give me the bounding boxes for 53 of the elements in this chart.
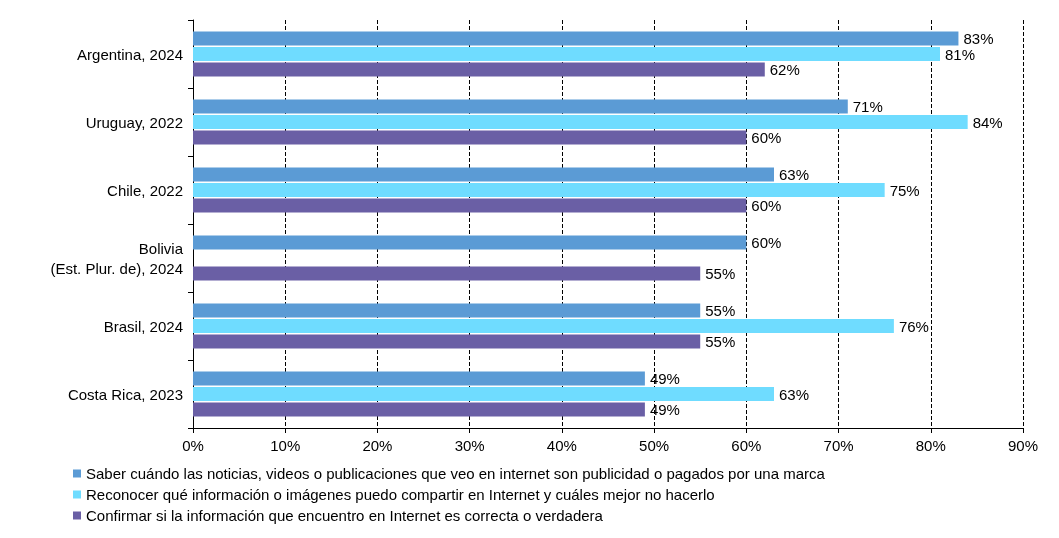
x-tick-label: 20% [362, 437, 393, 454]
bar [193, 31, 959, 46]
data-label: 55% [705, 302, 736, 320]
bar [193, 62, 765, 77]
y-tick-label: Uruguay, 2022 [85, 113, 183, 131]
x-tick-label: 50% [639, 437, 670, 454]
data-label: 63% [779, 166, 810, 184]
x-tick-label: 40% [546, 437, 577, 454]
data-label: 76% [898, 317, 929, 335]
bar [193, 167, 774, 182]
data-label: 55% [705, 332, 736, 350]
data-label: 71% [852, 98, 883, 116]
bar [193, 387, 774, 401]
data-label: 49% [649, 370, 680, 388]
bar [193, 235, 747, 250]
y-tick-label: Bolivia (Est. Plur. de), 2024 [50, 239, 184, 277]
x-tick-label: 90% [1007, 437, 1039, 454]
bar [193, 334, 701, 349]
y-tick-label: Chile, 2022 [107, 181, 183, 199]
bar [193, 402, 645, 417]
bar [193, 99, 848, 114]
legend-label: Saber cuándo las noticias, videos o publicaciones que veo en internet son publicidad o pagados por una marca [86, 465, 826, 482]
y-tick-label: Argentina, 2024 [77, 45, 183, 63]
data-label: 55% [705, 264, 736, 282]
bar [193, 198, 747, 213]
x-tick-label: 80% [915, 437, 946, 454]
data-label: 60% [751, 234, 782, 252]
x-tick-label: 60% [731, 437, 762, 454]
x-tick-label: 30% [454, 437, 485, 454]
legend-label: Reconocer qué información o imágenes puedo compartir en Internet y cuáles mejor no hacerlo [86, 486, 715, 503]
y-tick-label: Brasil, 2024 [103, 317, 183, 335]
bar [193, 319, 894, 333]
x-tick-label: 0% [182, 437, 204, 454]
data-label: 63% [779, 385, 810, 403]
data-label: 75% [889, 181, 920, 199]
data-label: 83% [963, 30, 994, 48]
data-label: 60% [751, 196, 782, 214]
data-label: 81% [945, 45, 976, 63]
bar [193, 303, 701, 318]
legend-label: Confirmar si la información que encuentro en Internet es correcta o verdadera [86, 507, 604, 524]
data-label: 49% [649, 400, 680, 418]
data-label: 60% [751, 128, 782, 146]
bar [193, 47, 940, 61]
x-tick-label: 70% [823, 437, 854, 454]
bar [193, 183, 885, 197]
bar [193, 371, 645, 386]
data-label: 84% [972, 113, 1003, 131]
bar [193, 130, 747, 145]
bar [193, 115, 968, 129]
bar [193, 266, 701, 281]
y-tick-label: Costa Rica, 2023 [67, 385, 183, 403]
x-tick-label: 10% [270, 437, 301, 454]
data-label: 62% [769, 60, 800, 78]
